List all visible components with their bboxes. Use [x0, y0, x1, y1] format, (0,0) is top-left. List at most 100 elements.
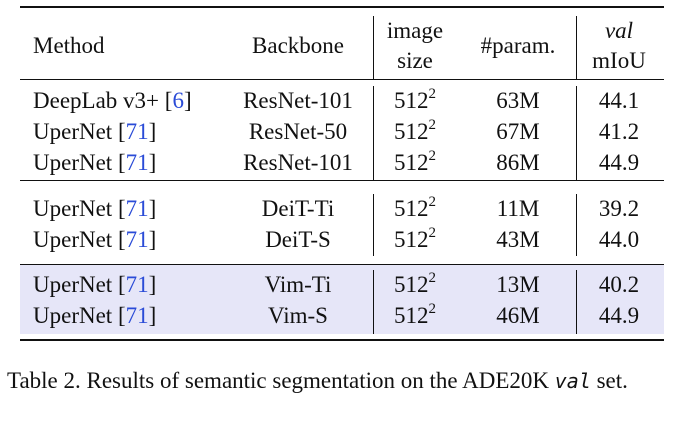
params-value: 86M — [496, 150, 540, 175]
method-name: UperNet — [33, 150, 113, 175]
header-backbone-text: Backbone — [252, 33, 344, 58]
cell-image-size: 5122 — [394, 86, 436, 116]
citation-link: 71 — [125, 119, 149, 144]
cell-params: 43M — [496, 225, 539, 255]
params-value: 13M — [496, 272, 540, 297]
backbone-name: DeiT-Ti — [261, 196, 335, 221]
results-table: Method Backbone image size #param. val mIoU Dee… — [20, 6, 664, 341]
params-value: 67M — [496, 119, 540, 144]
cell-miou: 39.2 — [599, 194, 639, 224]
cell-method: UperNet [71] — [33, 196, 157, 221]
cell-backbone: ResNet-101 — [243, 148, 353, 178]
cell-image-size: 5122 — [394, 194, 436, 224]
cell-miou: 44.0 — [599, 225, 639, 255]
size-exponent: 2 — [428, 117, 437, 134]
miou-value: 44.9 — [598, 150, 640, 175]
cell-image-size: 5122 — [394, 148, 436, 178]
miou-value: 39.2 — [598, 196, 640, 221]
cell-miou: 40.2 — [599, 270, 639, 300]
column-divider — [576, 16, 577, 80]
method-name: UperNet — [33, 196, 113, 221]
citation-link: 71 — [125, 272, 149, 297]
size-exponent: 2 — [428, 194, 437, 211]
citation-link: 71 — [125, 227, 149, 252]
size-base: 512 — [394, 119, 429, 144]
cell-params: 86M — [496, 148, 539, 178]
column-divider — [576, 194, 577, 256]
header-params: #param. — [481, 31, 556, 61]
size-base: 512 — [394, 150, 429, 175]
cell-miou: 44.9 — [599, 148, 639, 178]
params-value: 63M — [496, 88, 540, 113]
header-size-text: size — [397, 48, 433, 73]
method-name: DeepLab v3+ — [33, 88, 160, 113]
header-miou-text: mIoU — [592, 48, 646, 73]
miou-value: 41.2 — [598, 119, 640, 144]
table-caption: Table 2. Results of semantic segmentatio… — [7, 367, 683, 395]
backbone-name: ResNet-101 — [243, 150, 353, 175]
params-value: 11M — [496, 196, 540, 221]
params-value: 46M — [496, 303, 540, 328]
size-base: 512 — [394, 196, 429, 221]
cell-method: UperNet [71] — [33, 150, 157, 175]
miou-value: 44.9 — [598, 303, 640, 328]
citation-link: 6 — [172, 88, 184, 113]
backbone-name: DeiT-S — [265, 227, 331, 252]
cell-image-size: 5122 — [394, 225, 436, 255]
size-exponent: 2 — [428, 270, 437, 287]
miou-value: 40.2 — [598, 272, 640, 297]
table-rule-0 — [20, 6, 664, 8]
cell-backbone: ResNet-50 — [249, 117, 347, 147]
header-miou-line2: mIoU — [592, 46, 646, 76]
cell-method: UperNet [71] — [33, 272, 157, 297]
table-rule-2 — [20, 180, 664, 182]
header-method-text: Method — [33, 33, 105, 58]
size-base: 512 — [394, 303, 429, 328]
column-divider — [576, 270, 577, 334]
cell-params: 63M — [496, 86, 539, 116]
size-base: 512 — [394, 88, 429, 113]
citation-link: 71 — [125, 150, 149, 175]
method-name: UperNet — [33, 272, 113, 297]
table-rule-4 — [20, 339, 664, 341]
miou-value: 44.1 — [598, 88, 640, 113]
cell-backbone: DeiT-Ti — [262, 194, 334, 224]
header-miou-line1: val — [605, 16, 633, 46]
header-size-line1: image — [387, 16, 443, 46]
caption-val-mono: val — [554, 369, 591, 393]
method-name: UperNet — [33, 303, 113, 328]
caption-prefix: Table 2. Results of semantic segmentatio… — [7, 368, 549, 393]
params-value: 43M — [496, 227, 540, 252]
cell-backbone: DeiT-S — [265, 225, 331, 255]
column-divider — [373, 16, 374, 80]
backbone-name: ResNet-50 — [248, 119, 348, 144]
header-backbone: Backbone — [252, 31, 344, 61]
cell-params: 67M — [496, 117, 539, 147]
method-name: UperNet — [33, 227, 113, 252]
header-val-text: val — [604, 18, 634, 43]
cell-backbone: ResNet-101 — [243, 86, 353, 116]
size-base: 512 — [394, 272, 429, 297]
size-exponent: 2 — [428, 86, 437, 103]
size-exponent: 2 — [428, 148, 437, 165]
header-size-text: image — [386, 18, 444, 43]
highlight-band — [20, 265, 664, 334]
header-method: Method — [33, 31, 105, 61]
cell-image-size: 5122 — [394, 301, 436, 331]
method-name: UperNet — [33, 119, 113, 144]
cell-method: DeepLab v3+ [6] — [33, 88, 192, 113]
cell-method: UperNet [71] — [33, 119, 157, 144]
cell-miou: 44.9 — [599, 301, 639, 331]
size-exponent: 2 — [428, 301, 437, 318]
miou-value: 44.0 — [598, 227, 640, 252]
citation-link: 71 — [125, 303, 149, 328]
column-divider — [373, 270, 374, 334]
cell-miou: 44.1 — [599, 86, 639, 116]
citation-link: 71 — [125, 196, 149, 221]
size-exponent: 2 — [428, 225, 437, 242]
cell-image-size: 5122 — [394, 117, 436, 147]
size-base: 512 — [394, 227, 429, 252]
backbone-name: Vim-S — [268, 303, 328, 328]
cell-params: 13M — [496, 270, 539, 300]
caption-suffix: set. — [596, 368, 628, 393]
